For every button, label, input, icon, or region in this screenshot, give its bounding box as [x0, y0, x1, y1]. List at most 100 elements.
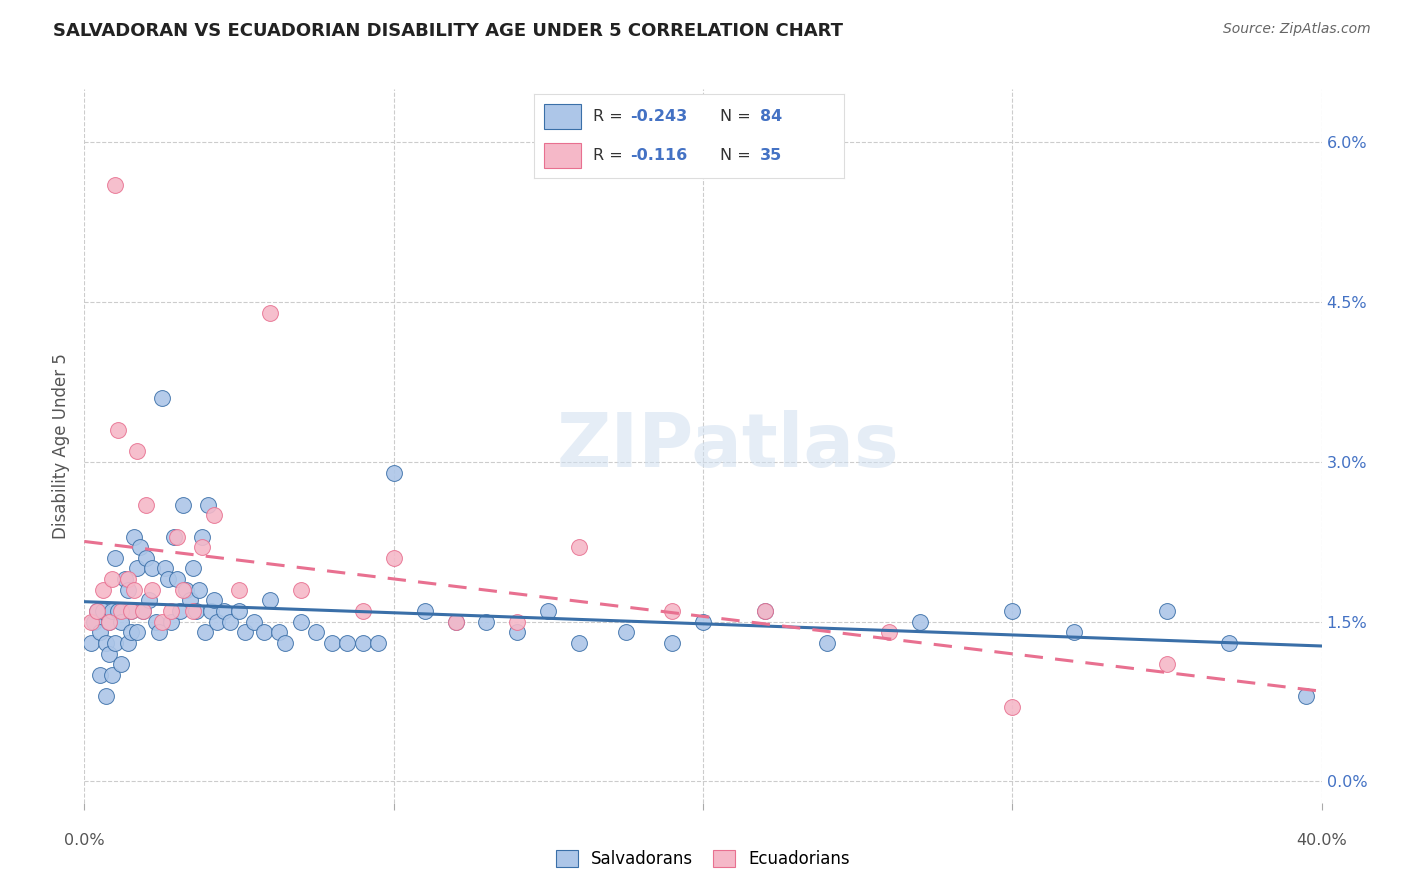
Point: [202, 593, 225, 607]
Point: [101, 572, 124, 586]
Point: [141, 561, 163, 575]
Point: [104, 178, 127, 192]
Point: [1218, 636, 1240, 650]
Point: [110, 615, 132, 629]
Point: [101, 668, 124, 682]
Text: R =: R =: [593, 109, 628, 124]
Point: [166, 529, 188, 543]
Point: [120, 604, 142, 618]
Point: [228, 604, 250, 618]
Point: [191, 540, 214, 554]
Point: [259, 593, 281, 607]
Point: [114, 572, 136, 586]
Text: 35: 35: [761, 148, 782, 163]
Point: [145, 615, 167, 629]
Text: -0.243: -0.243: [630, 109, 688, 124]
Point: [568, 540, 591, 554]
Point: [104, 636, 127, 650]
Point: [187, 582, 209, 597]
Point: [191, 529, 214, 543]
Point: [228, 582, 250, 597]
Point: [877, 625, 900, 640]
Point: [86, 604, 108, 618]
Point: [117, 582, 139, 597]
Point: [352, 636, 374, 650]
Point: [243, 615, 266, 629]
Point: [568, 636, 591, 650]
Text: Source: ZipAtlas.com: Source: ZipAtlas.com: [1223, 22, 1371, 37]
Point: [506, 625, 529, 640]
Point: [94, 690, 117, 704]
Point: [321, 636, 343, 650]
Point: [202, 508, 225, 523]
Point: [754, 604, 776, 618]
Point: [382, 466, 405, 480]
Point: [305, 625, 328, 640]
Point: [259, 306, 281, 320]
Text: N =: N =: [720, 148, 756, 163]
Point: [172, 582, 194, 597]
Point: [444, 615, 467, 629]
Point: [120, 625, 142, 640]
Bar: [544, 143, 581, 169]
Point: [135, 498, 157, 512]
Point: [125, 444, 148, 458]
Point: [181, 561, 204, 575]
Point: [1295, 690, 1317, 704]
Point: [176, 582, 198, 597]
Y-axis label: Disability Age Under 5: Disability Age Under 5: [52, 353, 70, 539]
Point: [156, 572, 179, 586]
Point: [122, 582, 145, 597]
Point: [160, 615, 183, 629]
Point: [132, 604, 155, 618]
Point: [614, 625, 637, 640]
Point: [107, 423, 129, 437]
Text: N =: N =: [720, 109, 756, 124]
Point: [382, 550, 405, 565]
Point: [110, 604, 132, 618]
Point: [506, 615, 529, 629]
Point: [290, 615, 312, 629]
Point: [475, 615, 498, 629]
Point: [98, 647, 121, 661]
Text: R =: R =: [593, 148, 633, 163]
Point: [160, 604, 183, 618]
Point: [908, 615, 931, 629]
Point: [336, 636, 359, 650]
Point: [132, 604, 155, 618]
Point: [274, 636, 297, 650]
Point: [120, 604, 142, 618]
Point: [141, 582, 163, 597]
Point: [150, 615, 173, 629]
Point: [1156, 604, 1178, 618]
Point: [537, 604, 560, 618]
Point: [179, 593, 201, 607]
Point: [148, 625, 170, 640]
Point: [129, 540, 152, 554]
Point: [692, 615, 714, 629]
Point: [1156, 657, 1178, 672]
Point: [166, 572, 188, 586]
Point: [125, 561, 148, 575]
Point: [122, 529, 145, 543]
Point: [89, 625, 111, 640]
Point: [138, 593, 160, 607]
Point: [233, 625, 256, 640]
Point: [200, 604, 222, 618]
Point: [184, 604, 207, 618]
Point: [218, 615, 240, 629]
Point: [352, 604, 374, 618]
Point: [163, 529, 186, 543]
Point: [86, 604, 108, 618]
Point: [104, 550, 127, 565]
Point: [815, 636, 838, 650]
Point: [135, 550, 157, 565]
Point: [290, 582, 312, 597]
Point: [1063, 625, 1085, 640]
Text: SALVADORAN VS ECUADORIAN DISABILITY AGE UNDER 5 CORRELATION CHART: SALVADORAN VS ECUADORIAN DISABILITY AGE …: [53, 22, 844, 40]
Point: [172, 498, 194, 512]
Point: [444, 615, 467, 629]
Point: [83, 615, 105, 629]
Point: [367, 636, 389, 650]
Point: [89, 668, 111, 682]
